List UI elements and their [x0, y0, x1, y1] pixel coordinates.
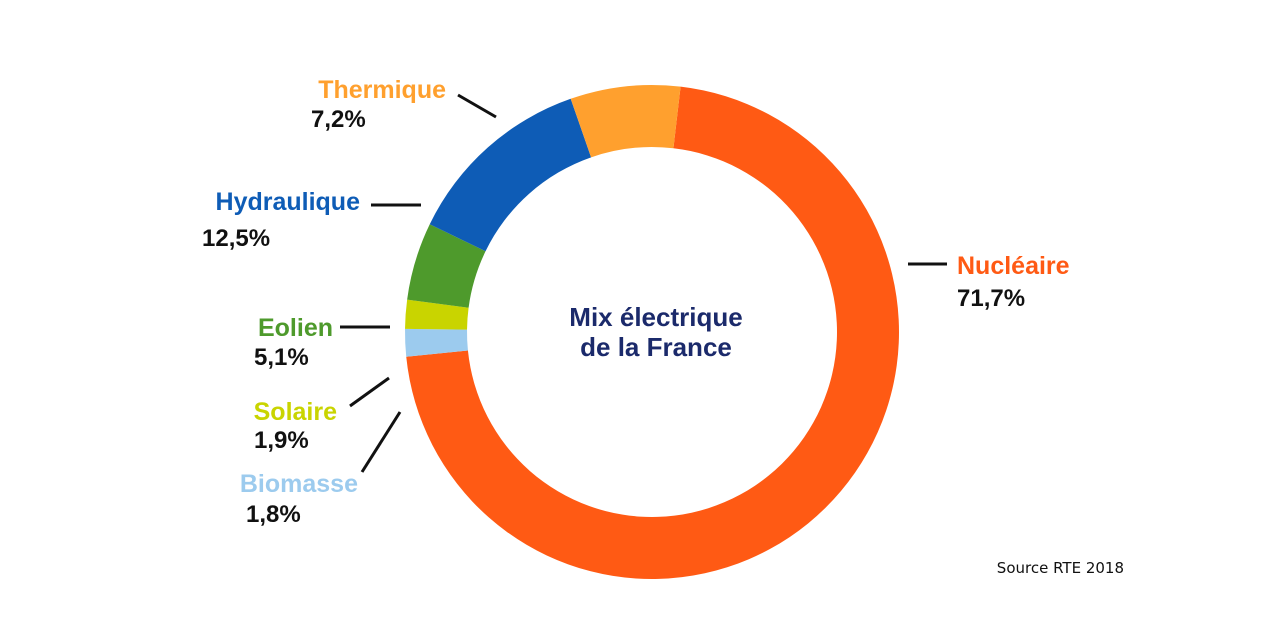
donut-slices [405, 85, 899, 580]
slice-name-thermique: Thermique [318, 76, 446, 104]
slice-name-nucleaire: Nucléaire [957, 252, 1070, 280]
source-note: Source RTE 2018 [997, 559, 1124, 577]
slice-value-eolien: 5,1% [254, 344, 309, 371]
slice-value-hydraulique: 12,5% [202, 225, 270, 252]
slice-solaire [405, 299, 469, 330]
leader-line-biomasse [360, 411, 402, 473]
chart-title-line-1: Mix électrique [569, 302, 742, 332]
leader-line-thermique [457, 93, 497, 119]
chart-title-line-2: de la France [580, 332, 732, 362]
slice-name-biomasse: Biomasse [240, 470, 358, 498]
slice-thermique [570, 85, 681, 158]
slice-name-eolien: Eolien [258, 314, 333, 342]
slice-hydraulique [429, 98, 592, 252]
slice-value-biomasse: 1,8% [246, 501, 301, 528]
slice-value-solaire: 1,9% [254, 427, 309, 454]
leader-line-solaire [349, 376, 390, 408]
slice-eolien [407, 224, 486, 308]
slice-value-nucleaire: 71,7% [957, 285, 1025, 312]
slice-name-solaire: Solaire [254, 398, 337, 426]
slice-name-hydraulique: Hydraulique [216, 188, 361, 216]
slice-biomasse [405, 328, 468, 357]
leader-lines [340, 93, 947, 473]
slice-value-thermique: 7,2% [311, 106, 366, 133]
